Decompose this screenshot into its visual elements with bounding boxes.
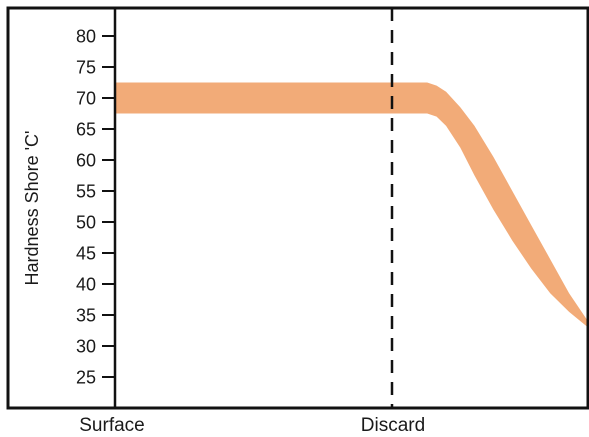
y-ticks: 25 30 35 40 45 50 55 60 65 70 75 80	[76, 27, 115, 388]
y-tick-label-65: 65	[76, 120, 96, 140]
y-tick-label-35: 35	[76, 306, 96, 326]
y-axis-title: Hardness Shore 'C'	[22, 131, 42, 286]
hardness-band-0	[115, 82, 588, 328]
x-categories: Surface Discard	[79, 415, 425, 436]
y-tick-label-25: 25	[76, 368, 96, 388]
y-tick-label-30: 30	[76, 337, 96, 357]
y-tick-label-60: 60	[76, 151, 96, 171]
y-tick-label-45: 45	[76, 244, 96, 264]
x-category-discard: Discard	[361, 415, 425, 436]
y-tick-label-80: 80	[76, 27, 96, 47]
y-tick-label-75: 75	[76, 58, 96, 78]
y-tick-label-70: 70	[76, 89, 96, 109]
frame-layer	[6, 6, 589, 410]
x-category-surface: Surface	[79, 415, 144, 436]
y-tick-label-40: 40	[76, 275, 96, 295]
y-tick-label-55: 55	[76, 182, 96, 202]
band-layer	[115, 82, 588, 328]
plot-frame	[6, 6, 589, 410]
y-tick-label-50: 50	[76, 213, 96, 233]
